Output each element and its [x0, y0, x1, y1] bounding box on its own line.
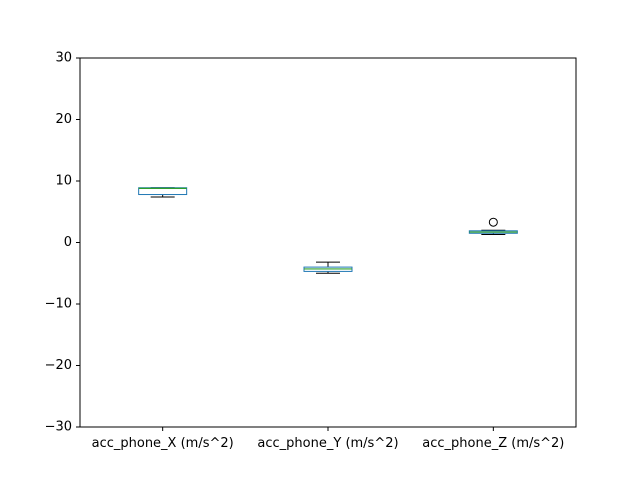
plot-area: [138, 187, 518, 274]
x-tick-label: acc_phone_X (m/s^2): [92, 436, 234, 451]
y-tick-label: −30: [45, 420, 72, 435]
y-tick-label: 10: [55, 174, 72, 189]
outlier-point: [488, 217, 498, 227]
box: [138, 187, 188, 196]
x-tick-label: acc_phone_Y (m/s^2): [257, 436, 398, 451]
axes-frame: [79, 57, 577, 428]
y-tick-label: 30: [55, 51, 72, 66]
box-group: [303, 261, 353, 274]
y-tick-label: −10: [45, 297, 72, 312]
box-group: [468, 217, 518, 236]
y-tick-label: 0: [64, 235, 72, 250]
y-tick-label: 20: [55, 112, 72, 127]
y-tick-label: −20: [45, 358, 72, 373]
axes: −30 −20 −10 0 10 20 30 acc_phone_X (m/s^2) acc_p…: [45, 51, 577, 451]
x-tick-label: acc_phone_Z (m/s^2): [422, 436, 564, 451]
box-group: [138, 187, 188, 198]
